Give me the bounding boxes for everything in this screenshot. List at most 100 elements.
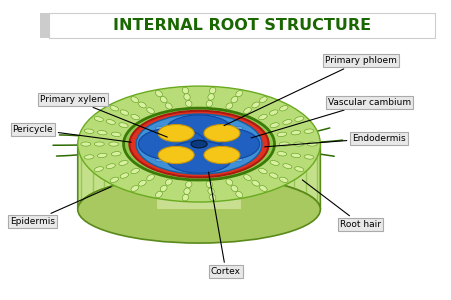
Ellipse shape (123, 108, 274, 180)
Ellipse shape (111, 132, 121, 137)
Ellipse shape (158, 146, 194, 164)
Ellipse shape (182, 87, 188, 94)
Ellipse shape (243, 151, 251, 154)
Ellipse shape (109, 142, 118, 146)
Ellipse shape (97, 130, 107, 135)
Ellipse shape (164, 130, 172, 134)
Ellipse shape (175, 126, 183, 129)
Ellipse shape (165, 179, 172, 185)
Ellipse shape (188, 161, 196, 165)
Ellipse shape (120, 173, 129, 178)
Ellipse shape (276, 152, 286, 156)
Ellipse shape (185, 181, 192, 188)
Ellipse shape (207, 188, 214, 194)
Ellipse shape (190, 140, 207, 148)
Ellipse shape (279, 106, 287, 111)
Ellipse shape (106, 164, 115, 169)
Ellipse shape (188, 123, 196, 127)
Ellipse shape (282, 164, 291, 169)
Ellipse shape (111, 102, 286, 186)
Ellipse shape (98, 96, 299, 192)
Ellipse shape (282, 120, 291, 124)
Text: INTERNAL ROOT STRUCTURE: INTERNAL ROOT STRUCTURE (112, 18, 370, 33)
Ellipse shape (97, 153, 107, 158)
Ellipse shape (147, 175, 154, 181)
Ellipse shape (131, 97, 138, 103)
Ellipse shape (146, 151, 154, 154)
Ellipse shape (290, 153, 300, 158)
Text: Epidermis: Epidermis (10, 187, 111, 226)
FancyBboxPatch shape (40, 13, 51, 38)
Ellipse shape (94, 142, 104, 146)
Ellipse shape (156, 136, 165, 139)
Ellipse shape (84, 89, 313, 199)
Polygon shape (78, 144, 320, 209)
Ellipse shape (304, 155, 313, 159)
Ellipse shape (251, 180, 259, 186)
Ellipse shape (209, 87, 216, 94)
Text: Primary phloem: Primary phloem (224, 56, 396, 126)
Ellipse shape (207, 94, 214, 100)
Ellipse shape (84, 155, 94, 159)
Ellipse shape (294, 117, 303, 122)
Ellipse shape (119, 123, 128, 128)
Ellipse shape (206, 181, 212, 188)
Ellipse shape (202, 161, 210, 165)
Text: Primary xylem: Primary xylem (40, 95, 167, 137)
Text: Root hair: Root hair (302, 180, 381, 229)
Ellipse shape (164, 155, 172, 158)
Ellipse shape (215, 159, 223, 163)
Ellipse shape (251, 102, 259, 108)
Ellipse shape (158, 124, 194, 142)
Ellipse shape (203, 167, 212, 170)
Ellipse shape (138, 102, 146, 108)
Ellipse shape (269, 123, 279, 128)
Ellipse shape (221, 121, 228, 124)
Ellipse shape (243, 134, 251, 137)
Ellipse shape (160, 185, 167, 192)
Ellipse shape (78, 176, 320, 243)
Ellipse shape (235, 142, 243, 146)
Ellipse shape (293, 142, 303, 146)
Ellipse shape (234, 127, 242, 130)
Ellipse shape (269, 173, 277, 178)
Ellipse shape (186, 167, 193, 170)
Ellipse shape (185, 100, 192, 107)
Ellipse shape (243, 175, 251, 181)
Ellipse shape (118, 105, 279, 183)
Ellipse shape (169, 164, 177, 167)
Ellipse shape (154, 142, 162, 146)
Ellipse shape (165, 103, 172, 109)
Ellipse shape (203, 146, 239, 164)
Ellipse shape (136, 114, 262, 174)
Ellipse shape (209, 194, 216, 201)
Ellipse shape (78, 86, 320, 202)
Text: Pericycle: Pericycle (13, 125, 131, 142)
Ellipse shape (279, 177, 287, 182)
Ellipse shape (206, 100, 212, 107)
Ellipse shape (230, 185, 237, 192)
Ellipse shape (165, 141, 232, 173)
Polygon shape (156, 144, 241, 209)
Ellipse shape (111, 152, 121, 156)
Ellipse shape (304, 129, 313, 133)
Ellipse shape (147, 108, 154, 113)
Ellipse shape (81, 142, 91, 146)
Ellipse shape (110, 106, 118, 111)
Ellipse shape (290, 130, 300, 135)
Ellipse shape (226, 179, 232, 185)
Ellipse shape (258, 114, 267, 120)
Ellipse shape (258, 168, 267, 174)
Ellipse shape (84, 129, 94, 133)
Ellipse shape (105, 99, 293, 189)
Ellipse shape (156, 149, 165, 152)
Ellipse shape (202, 123, 210, 127)
Ellipse shape (192, 128, 259, 160)
Ellipse shape (160, 97, 167, 103)
Ellipse shape (215, 126, 223, 129)
Ellipse shape (226, 130, 234, 134)
Ellipse shape (235, 91, 242, 97)
FancyBboxPatch shape (48, 13, 434, 38)
Ellipse shape (276, 132, 286, 137)
Ellipse shape (91, 93, 306, 196)
